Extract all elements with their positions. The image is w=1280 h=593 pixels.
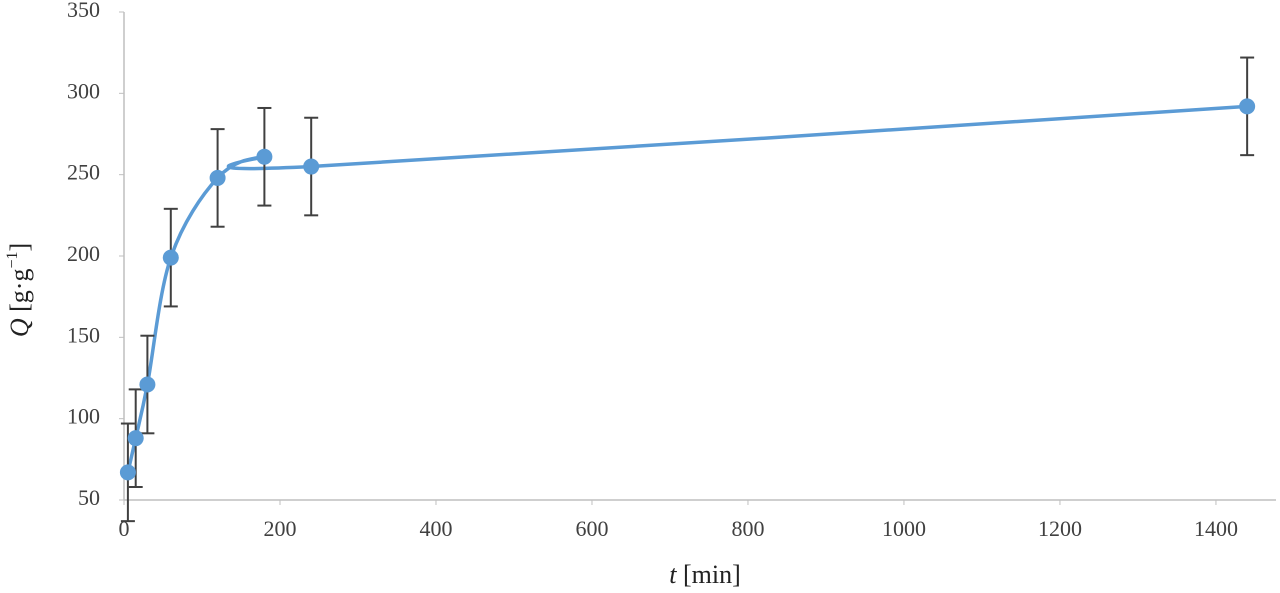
y-tick-label: 100 <box>67 404 100 429</box>
y-tick-label: 300 <box>67 78 100 103</box>
point <box>209 169 226 186</box>
y-axis-label: Q [g·g−1] <box>4 243 34 337</box>
x-tick-label: 1200 <box>1038 516 1082 541</box>
y-label-exponent: −1 <box>4 252 21 269</box>
x-tick-label: 600 <box>575 516 608 541</box>
y-tick-label: 150 <box>67 322 100 347</box>
x-tick-label: 400 <box>419 516 452 541</box>
y-label-close: ] <box>5 243 34 252</box>
x-tick-label: 0 <box>119 516 130 541</box>
point <box>119 464 136 481</box>
x-tick-label: 1000 <box>882 516 926 541</box>
x-label-symbol: t <box>669 560 677 589</box>
y-tick-label: 250 <box>67 160 100 185</box>
point <box>162 249 179 266</box>
y-label-unit: [g·g <box>5 269 34 312</box>
y-tick-label: 350 <box>67 0 100 22</box>
x-tick-label: 1400 <box>1194 516 1238 541</box>
line <box>126 104 1248 473</box>
point <box>256 148 273 165</box>
point <box>1239 98 1256 115</box>
x-tick-label: 200 <box>263 516 296 541</box>
x-label-unit: [min] <box>683 560 741 589</box>
y-tick-label: 50 <box>78 485 100 510</box>
point <box>139 376 156 393</box>
x-axis-label: t [min] <box>669 560 741 589</box>
x-tick-label: 800 <box>731 516 764 541</box>
point <box>303 158 320 175</box>
point <box>127 430 144 447</box>
y-tick-label: 200 <box>67 241 100 266</box>
y-label-symbol: Q <box>5 318 34 337</box>
